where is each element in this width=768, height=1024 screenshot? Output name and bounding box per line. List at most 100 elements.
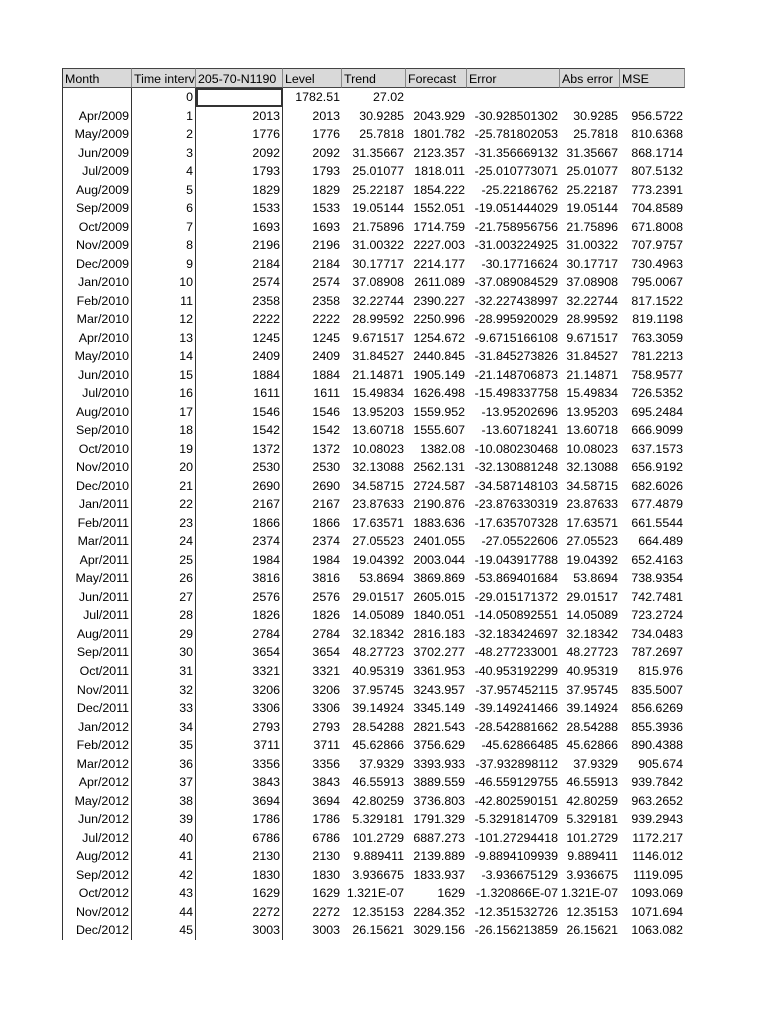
cell-series-205-70-n1190[interactable]: 1829 [196, 180, 283, 200]
cell-trend[interactable]: 1.321E-07 [346, 886, 404, 901]
cell-mse[interactable]: 810.6368 [631, 127, 683, 142]
cell-trend[interactable]: 9.889411 [353, 849, 404, 864]
cell-trend[interactable]: 27.05523 [352, 534, 404, 549]
cell-abs-error[interactable]: 28.54288 [566, 719, 618, 734]
cell-series-205-70-n1190[interactable]: 2184 [196, 254, 283, 274]
cell-forecast[interactable]: 1905.149 [413, 367, 465, 382]
cell-level[interactable]: 3694 [312, 793, 340, 808]
cell-level[interactable]: 3306 [312, 701, 340, 716]
cell-mse[interactable]: 939.2943 [631, 812, 683, 827]
cell-level[interactable]: 2222 [312, 312, 340, 327]
cell-level[interactable]: 2272 [312, 904, 340, 919]
cell-series-205-70-n1190[interactable]: 1776 [196, 125, 283, 144]
cell-forecast[interactable]: 3361.953 [413, 663, 465, 678]
cell-forecast[interactable]: 1854.222 [413, 182, 465, 197]
cell-month[interactable]: Sep/2009 [62, 199, 132, 218]
cell-error[interactable]: -101.27294418 [474, 830, 558, 845]
cell-error[interactable]: -37.089084529 [474, 275, 558, 290]
column-header-trend[interactable]: Trend [342, 68, 406, 88]
cell-level[interactable]: 2130 [312, 849, 340, 864]
cell-series-205-70-n1190[interactable]: 2272 [196, 902, 283, 922]
cell-series-205-70-n1190[interactable]: 1629 [196, 884, 283, 903]
cell-forecast[interactable]: 1818.011 [414, 164, 465, 179]
cell-error[interactable] [467, 88, 560, 107]
cell-time-interval[interactable]: 26 [132, 569, 196, 588]
column-header-error[interactable]: Error [467, 68, 560, 88]
cell-forecast[interactable]: 3736.803 [413, 793, 465, 808]
cell-month[interactable]: Aug/2010 [62, 402, 132, 422]
cell-abs-error[interactable]: 9.889411 [567, 849, 618, 864]
cell-level[interactable]: 2576 [312, 589, 340, 604]
cell-level[interactable]: 3356 [312, 756, 340, 771]
cell-error[interactable]: -1.320866E-07 [476, 886, 558, 901]
cell-forecast[interactable]: 1626.498 [413, 386, 465, 401]
cell-abs-error[interactable]: 28.99592 [566, 312, 618, 327]
cell-month[interactable]: Sep/2010 [62, 421, 132, 440]
cell-mse[interactable]: 671.8008 [631, 219, 683, 234]
cell-error[interactable]: -23.876330319 [474, 497, 558, 512]
cell-trend[interactable]: 19.05144 [352, 201, 404, 216]
cell-mse[interactable] [620, 88, 685, 107]
cell-trend[interactable]: 5.329181 [352, 812, 404, 827]
cell-month[interactable]: Oct/2011 [62, 661, 132, 681]
cell-series-205-70-n1190[interactable]: 1693 [196, 217, 283, 237]
cell-series-205-70-n1190[interactable]: 3206 [196, 680, 283, 700]
cell-time-interval[interactable]: 13 [132, 328, 196, 348]
cell-level[interactable]: 1372 [312, 441, 340, 456]
cell-level[interactable]: 1829 [312, 182, 340, 197]
cell-time-interval[interactable]: 24 [132, 532, 196, 551]
column-header-forecast[interactable]: Forecast [406, 68, 467, 88]
cell-time-interval[interactable]: 7 [132, 217, 196, 237]
cell-trend[interactable]: 28.54288 [352, 719, 404, 734]
cell-error[interactable]: -37.957452115 [475, 682, 558, 697]
cell-month[interactable]: May/2011 [62, 569, 132, 588]
cell-level[interactable]: 1533 [312, 201, 340, 216]
cell-series-205-70-n1190[interactable]: 2167 [196, 495, 283, 514]
cell-forecast[interactable]: 1254.672 [413, 330, 465, 345]
cell-abs-error[interactable]: 19.04392 [566, 552, 618, 567]
cell-abs-error[interactable]: 101.2729 [566, 830, 618, 845]
cell-time-interval[interactable]: 8 [132, 236, 196, 255]
cell-forecast[interactable]: 6887.273 [413, 830, 465, 845]
cell-time-interval[interactable]: 37 [132, 773, 196, 792]
cell-series-205-70-n1190[interactable]: 3306 [196, 699, 283, 718]
cell-series-205-70-n1190[interactable]: 3321 [196, 661, 283, 681]
cell-series-205-70-n1190[interactable]: 2793 [196, 717, 283, 737]
column-header-mse[interactable]: MSE [620, 68, 685, 88]
cell-forecast[interactable]: 1791.329 [413, 812, 465, 827]
cell-series-205-70-n1190[interactable]: 3694 [196, 791, 283, 811]
cell-error[interactable]: -9.6715166108 [474, 330, 558, 345]
cell-trend[interactable]: 37.08908 [352, 275, 404, 290]
column-header-series-205-70-n1190[interactable]: 205-70-N1190 [196, 68, 283, 88]
cell-trend[interactable]: 19.04392 [352, 552, 404, 567]
cell-forecast[interactable]: 2284.352 [413, 904, 465, 919]
cell-forecast[interactable]: 3029.156 [413, 923, 465, 938]
cell-time-interval[interactable]: 27 [132, 587, 196, 607]
cell-abs-error[interactable]: 46.55913 [566, 775, 618, 790]
cell-error[interactable]: -37.932898112 [475, 756, 558, 771]
cell-abs-error[interactable]: 19.05144 [566, 201, 618, 216]
cell-abs-error[interactable]: 9.671517 [566, 330, 618, 345]
cell-month[interactable]: May/2009 [62, 125, 132, 144]
cell-error[interactable]: -48.277233001 [474, 645, 558, 660]
cell-abs-error[interactable]: 32.18342 [566, 626, 618, 641]
cell-abs-error[interactable]: 5.329181 [566, 812, 618, 827]
cell-series-205-70-n1190[interactable]: 3356 [196, 754, 283, 774]
cell-forecast[interactable]: 1840.051 [413, 608, 465, 623]
cell-abs-error[interactable]: 32.13088 [566, 460, 618, 475]
cell-mse[interactable]: 707.9757 [631, 238, 683, 253]
cell-month[interactable]: Feb/2011 [62, 513, 132, 533]
cell-trend[interactable]: 30.17717 [352, 256, 404, 271]
cell-forecast[interactable]: 1714.759 [413, 219, 465, 234]
cell-forecast[interactable]: 2190.876 [413, 497, 465, 512]
cell-series-205-70-n1190[interactable]: 3843 [196, 773, 283, 792]
cell-time-interval[interactable]: 31 [132, 661, 196, 681]
cell-time-interval[interactable]: 5 [132, 180, 196, 200]
cell-month[interactable]: Jun/2011 [62, 587, 132, 607]
cell-abs-error[interactable]: 31.00322 [566, 238, 618, 253]
cell-error[interactable]: -32.183424697 [474, 626, 558, 641]
column-header-month[interactable]: Month [62, 68, 132, 88]
cell-time-interval[interactable]: 11 [132, 291, 196, 311]
cell-forecast[interactable]: 1555.607 [413, 423, 465, 438]
cell-mse[interactable]: 730.4963 [631, 256, 683, 271]
